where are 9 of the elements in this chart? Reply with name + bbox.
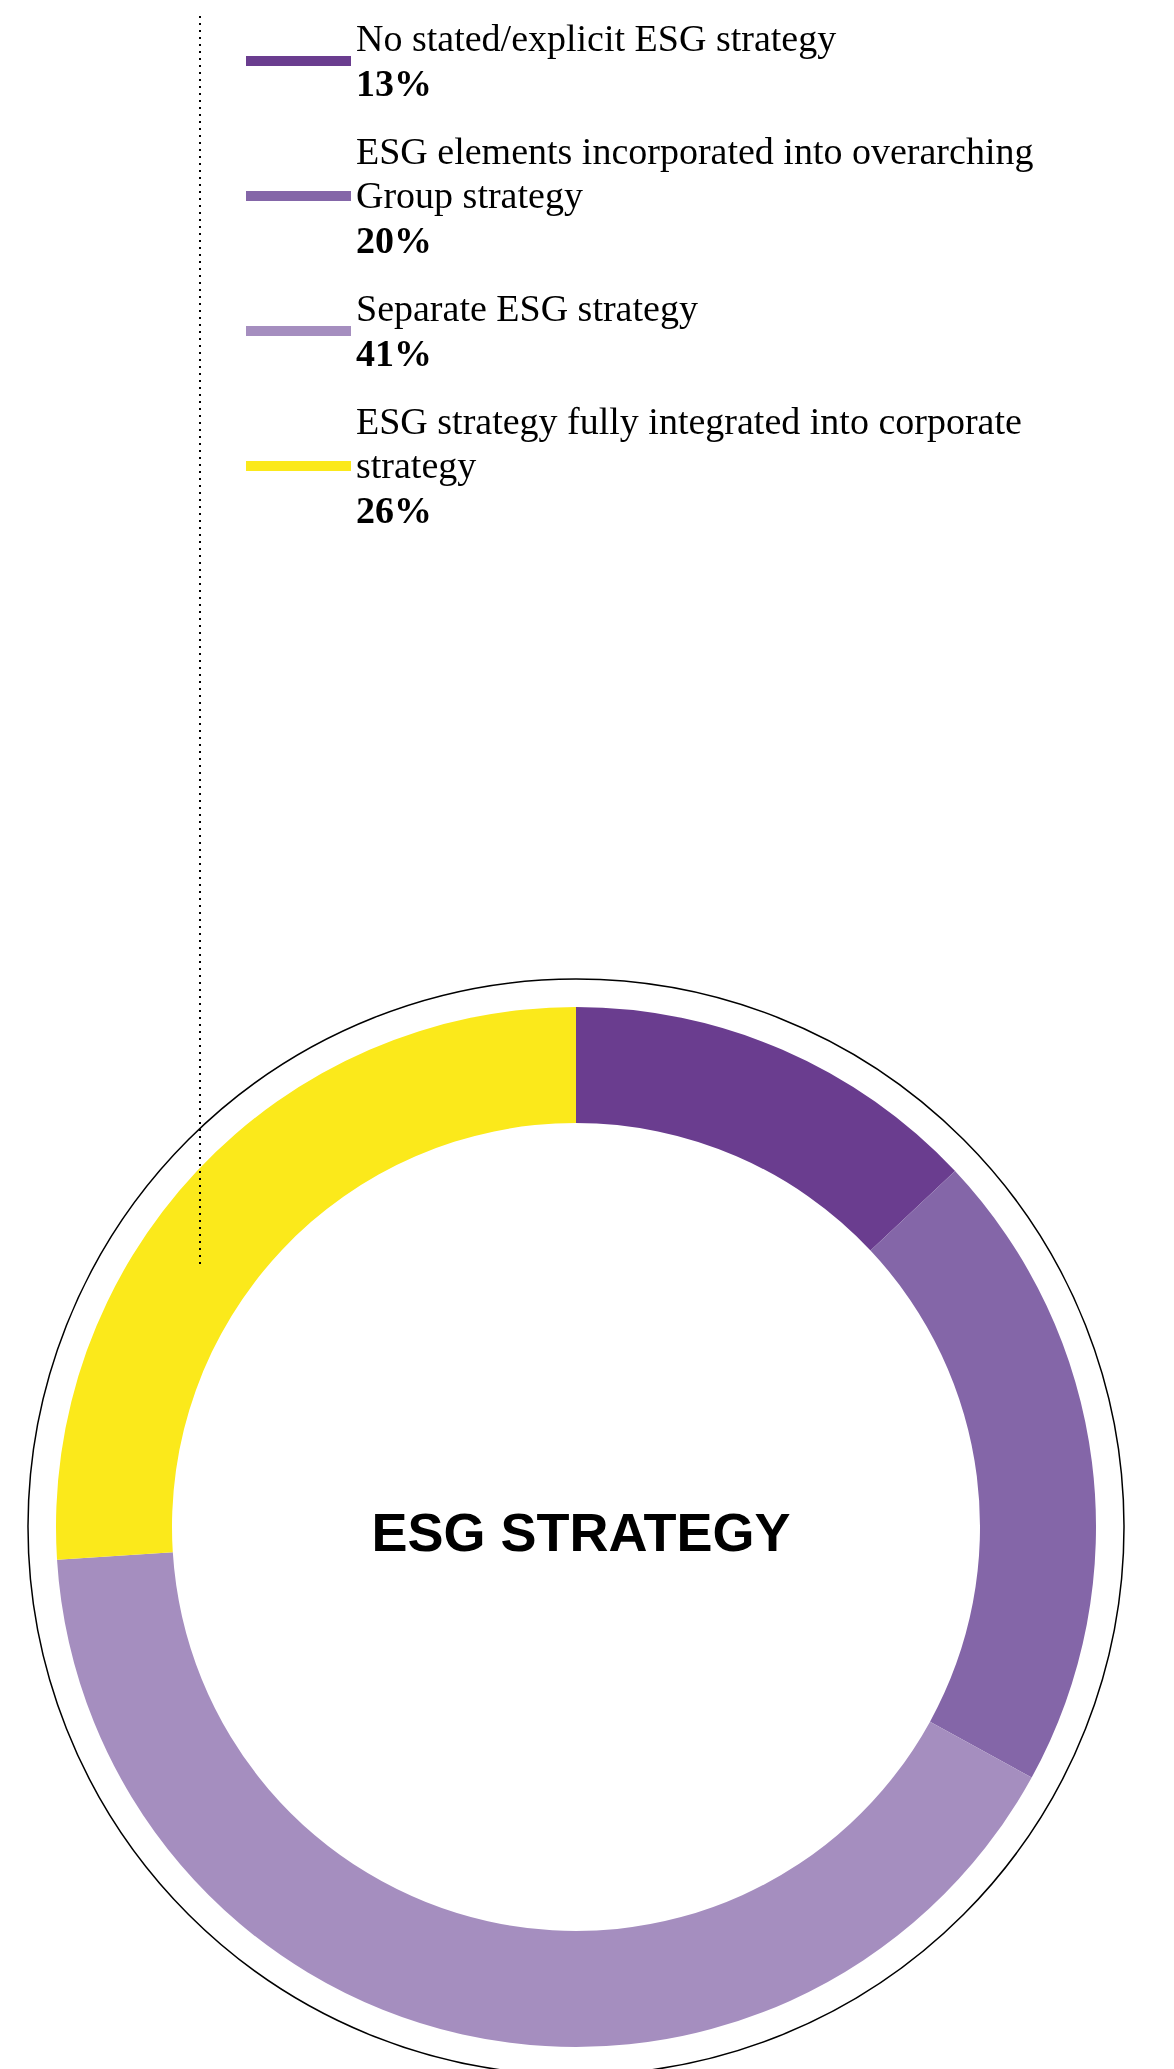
legend-label: Separate ESG strategy bbox=[356, 287, 698, 329]
text: ESG STRATEGY bbox=[371, 1502, 791, 1562]
legend-label: No stated/explicit ESG strategy bbox=[356, 17, 837, 59]
data-label: 20% bbox=[356, 219, 432, 261]
data-label: 41% bbox=[356, 332, 432, 374]
data-label: 13% bbox=[356, 62, 432, 104]
legend-label: ESG elements incorporated into overarching Group strategy bbox=[356, 130, 1034, 216]
data-label: 26% bbox=[356, 489, 432, 531]
legend-label: ESG strategy fully integrated into corporate strategy bbox=[356, 400, 1022, 486]
